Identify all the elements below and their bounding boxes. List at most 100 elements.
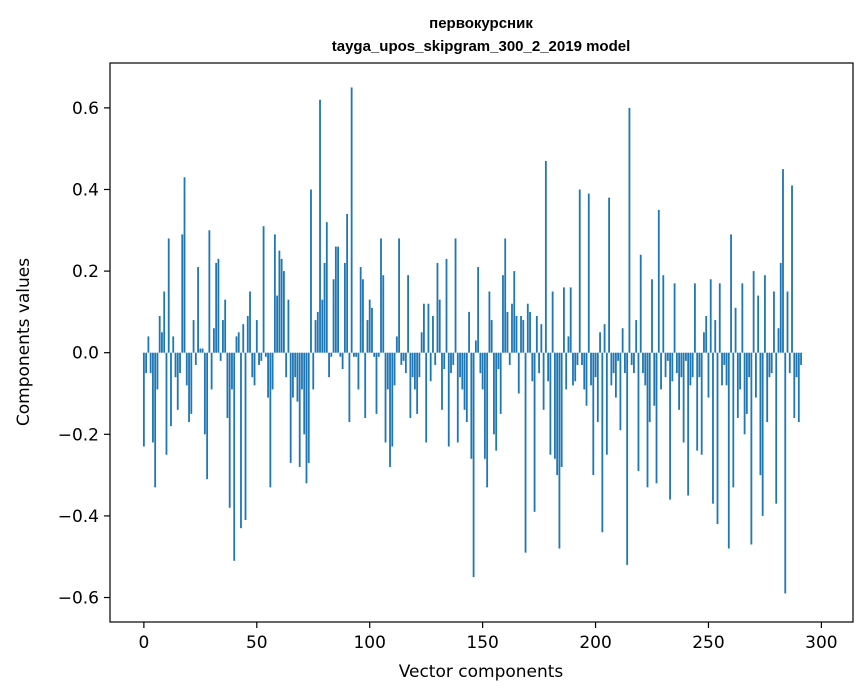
bar-60 <box>278 250 281 353</box>
bar-46 <box>246 315 249 353</box>
bar-95 <box>357 352 360 390</box>
bar-161 <box>506 311 509 353</box>
bar-100 <box>368 299 371 353</box>
bar-215 <box>628 107 631 353</box>
bar-150 <box>481 352 484 390</box>
bar-277 <box>768 352 771 378</box>
bar-133 <box>443 352 446 370</box>
bar-63 <box>285 352 288 378</box>
bar-201 <box>596 352 599 423</box>
bar-251 <box>709 279 712 353</box>
bar-242 <box>689 352 692 386</box>
bar-85 <box>334 246 337 353</box>
bar-239 <box>682 352 685 443</box>
bar-68 <box>296 352 299 402</box>
bar-179 <box>547 352 550 382</box>
bar-272 <box>757 295 760 353</box>
bar-162 <box>508 352 511 365</box>
bar-203 <box>601 352 604 533</box>
bar-217 <box>633 352 635 374</box>
bar-149 <box>479 352 482 374</box>
bar-56 <box>269 352 272 488</box>
bar-218 <box>635 320 638 353</box>
bar-72 <box>305 352 308 484</box>
y-tick-label: 0.0 <box>72 344 99 364</box>
bar-82 <box>328 352 330 378</box>
bar-22 <box>192 320 195 353</box>
bar-157 <box>497 352 500 370</box>
bar-248 <box>703 332 705 353</box>
bar-196 <box>585 352 588 406</box>
bar-139 <box>456 352 459 443</box>
bar-148 <box>477 267 480 353</box>
bar-138 <box>454 238 457 353</box>
bar-91 <box>348 352 351 423</box>
bar-286 <box>788 352 791 374</box>
bar-70 <box>301 352 303 390</box>
bar-181 <box>551 291 554 353</box>
bar-223 <box>646 352 649 488</box>
bar-192 <box>576 352 579 365</box>
bar-257 <box>723 352 726 365</box>
bar-267 <box>745 352 748 414</box>
bar-163 <box>511 303 513 353</box>
bar-254 <box>716 352 719 525</box>
bar-10 <box>165 352 168 455</box>
bar-249 <box>705 315 708 353</box>
bar-8 <box>161 332 163 353</box>
bar-283 <box>782 169 784 353</box>
bar-216 <box>630 352 633 365</box>
bar-165 <box>515 315 518 353</box>
bar-86 <box>337 246 339 353</box>
bar-140 <box>459 352 461 378</box>
bar-287 <box>791 185 793 353</box>
x-tick-label: 50 <box>246 633 268 653</box>
bar-186 <box>563 287 565 353</box>
bar-115 <box>402 352 405 361</box>
chart-title-line2: tayga_upos_skipgram_300_2_2019 model <box>332 38 631 55</box>
bar-197 <box>587 193 590 353</box>
bar-81 <box>325 222 328 353</box>
bar-124 <box>423 303 425 353</box>
chart-title-line1: первокурсник <box>429 15 533 32</box>
bar-35 <box>222 320 224 353</box>
bar-116 <box>404 352 407 374</box>
bar-79 <box>321 299 324 353</box>
bar-50 <box>255 320 258 353</box>
y-tick-label: 0.2 <box>72 262 99 282</box>
bar-129 <box>434 352 437 365</box>
bar-87 <box>339 352 342 357</box>
bar-64 <box>287 299 290 353</box>
bar-155 <box>493 352 495 435</box>
bar-189 <box>569 287 572 353</box>
bar-193 <box>578 189 581 353</box>
bar-105 <box>380 238 382 353</box>
bar-143 <box>465 352 468 423</box>
bar-195 <box>583 352 586 390</box>
bar-90 <box>346 213 349 353</box>
bar-209 <box>614 352 617 398</box>
bar-78 <box>319 99 321 353</box>
bar-264 <box>739 352 741 390</box>
plot-frame <box>109 62 854 623</box>
bar-288 <box>793 352 796 418</box>
bar-62 <box>282 271 285 353</box>
bar-14 <box>174 352 177 378</box>
bar-2 <box>147 336 150 353</box>
bar-23 <box>194 352 197 365</box>
bar-141 <box>461 352 464 390</box>
bar-280 <box>775 352 778 504</box>
bar-7 <box>158 315 161 353</box>
bar-33 <box>217 258 220 353</box>
bar-71 <box>303 352 306 435</box>
x-tick-label: 200 <box>579 633 611 653</box>
bar-40 <box>233 352 236 561</box>
bar-252 <box>712 352 714 504</box>
bar-36 <box>224 299 227 353</box>
bar-270 <box>752 271 755 353</box>
x-axis-label: Vector components <box>399 662 564 682</box>
bar-208 <box>612 352 615 374</box>
bar-289 <box>795 352 798 378</box>
bar-132 <box>441 352 443 410</box>
bar-154 <box>490 320 493 353</box>
